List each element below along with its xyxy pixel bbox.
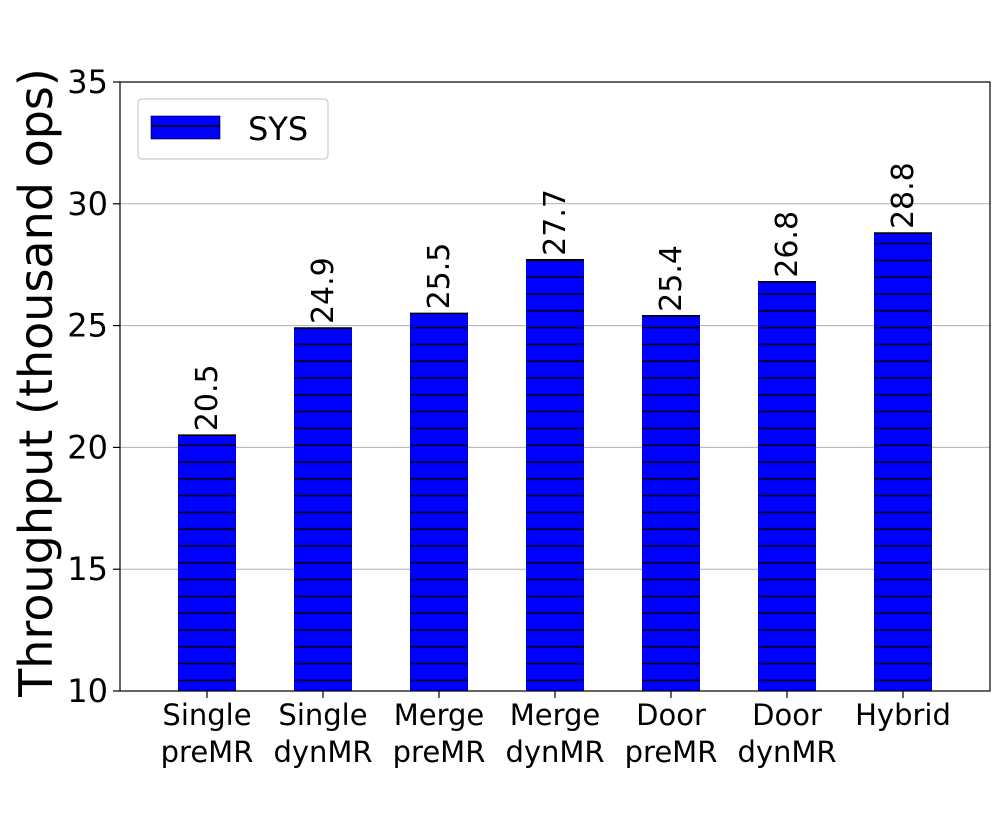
y-axis-ticks: 10 15 20 25 30 35	[67, 63, 120, 710]
x-tick-label: preMR	[393, 735, 486, 769]
x-tick-label: dynMR	[505, 735, 604, 769]
y-tick-label: 10	[67, 672, 108, 710]
bar-value-label: 28.8	[886, 162, 921, 229]
y-tick-label: 35	[67, 63, 108, 101]
bar	[874, 233, 932, 692]
y-tick-label: 25	[67, 307, 108, 345]
bar	[642, 315, 700, 691]
y-tick-label: 15	[67, 550, 108, 588]
bar-value-label: 25.4	[654, 245, 689, 312]
bar-value-label: 25.5	[422, 243, 457, 310]
bars	[178, 232, 932, 692]
bar	[410, 313, 468, 691]
legend-swatch	[150, 115, 221, 140]
bar	[758, 281, 816, 691]
bar-value-label: 27.7	[538, 189, 573, 256]
x-tick-label: Merge	[394, 698, 485, 732]
y-axis-label: Throughput (thousand ops)	[9, 68, 63, 698]
x-tick-label: Door	[752, 698, 822, 732]
x-tick-label: Door	[636, 698, 706, 732]
x-tick-label: Single	[278, 698, 367, 732]
bar	[178, 435, 236, 691]
x-tick-label: Single	[162, 698, 251, 732]
bar	[526, 259, 584, 691]
bar-value-label: 24.9	[306, 257, 341, 324]
x-tick-label: Merge	[510, 698, 601, 732]
bar-value-labels: 20.5 24.9 25.5 27.7 25.4 26.8 28.8	[190, 162, 921, 431]
x-axis-ticks: SinglepreMRSingledynMRMergepreMRMergedyn…	[161, 691, 951, 769]
bar-value-label: 26.8	[770, 211, 805, 278]
x-tick-label: preMR	[161, 735, 254, 769]
x-tick-label: dynMR	[737, 735, 836, 769]
x-tick-label: dynMR	[273, 735, 372, 769]
y-tick-label: 30	[67, 185, 108, 223]
y-tick-label: 20	[67, 428, 108, 466]
bar-value-label: 20.5	[190, 364, 225, 431]
legend-box	[137, 98, 329, 160]
x-tick-label: Hybrid	[855, 698, 951, 732]
x-tick-label: preMR	[625, 735, 718, 769]
legend: SYS	[137, 98, 329, 160]
legend-label-sys: SYS	[248, 110, 308, 148]
bar	[294, 328, 352, 691]
